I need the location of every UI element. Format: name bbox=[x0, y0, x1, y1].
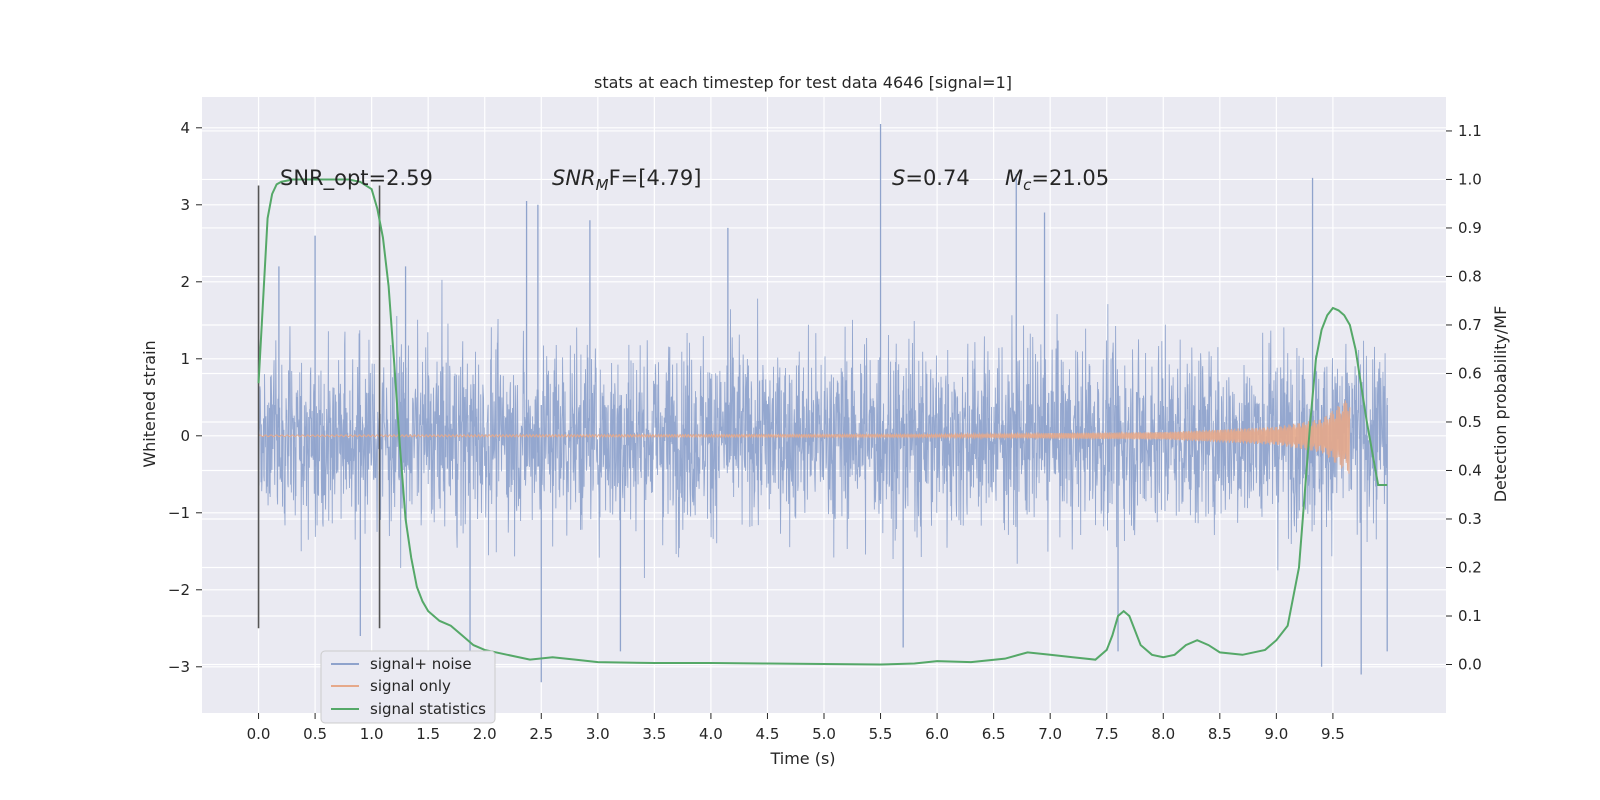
series-signal-only bbox=[258, 400, 1351, 474]
annotation-snr-mf-symbol: SNR bbox=[552, 166, 596, 190]
y-right-tick-label: 0.2 bbox=[1458, 558, 1482, 576]
annotation-s-value: =0.74 bbox=[905, 166, 969, 190]
x-tick-label: 6.0 bbox=[925, 725, 949, 743]
y-tick-label: 4 bbox=[180, 119, 190, 137]
y-tick-label: −1 bbox=[168, 504, 190, 522]
annotation-mc-subscript: c bbox=[1023, 176, 1032, 194]
y-tick-label: 0 bbox=[180, 427, 190, 445]
chart-title: stats at each timestep for test data 464… bbox=[594, 73, 1012, 92]
x-tick-label: 1.5 bbox=[416, 725, 440, 743]
x-axis-ticks: 0.0 0.5 1.0 1.5 2.0 2.5 3.0 3.5 4.0 4.5 5.0 5.5 6.0 6… bbox=[247, 713, 1345, 743]
annotation-s-symbol: S bbox=[892, 166, 905, 190]
signal-trace bbox=[258, 400, 1351, 474]
y-right-tick-label: 0.4 bbox=[1458, 461, 1482, 479]
x-tick-label: 2.5 bbox=[529, 725, 553, 743]
y-right-tick-label: 0.1 bbox=[1458, 607, 1482, 625]
y-right-tick-label: 1.0 bbox=[1458, 170, 1482, 188]
y-right-tick-label: 0.6 bbox=[1458, 364, 1482, 382]
annotation-mc-symbol: M bbox=[1005, 166, 1023, 190]
y-axis-label: Whitened strain bbox=[140, 340, 159, 467]
legend-label-signal-statistics: signal statistics bbox=[370, 700, 486, 718]
y-tick-label: 3 bbox=[180, 196, 190, 214]
x-tick-label: 0.0 bbox=[247, 725, 271, 743]
legend: signal+ noise signal only signal statist… bbox=[320, 650, 496, 724]
annotation-snr-mf: SNRMF=[4.79] bbox=[552, 166, 701, 194]
x-tick-label: 4.0 bbox=[699, 725, 723, 743]
legend-label-signal-noise: signal+ noise bbox=[370, 655, 472, 673]
y-right-tick-label: 1.1 bbox=[1458, 122, 1482, 140]
y-right-tick-label: 0.5 bbox=[1458, 413, 1482, 431]
x-tick-label: 6.5 bbox=[982, 725, 1006, 743]
x-tick-label: 8.5 bbox=[1208, 725, 1232, 743]
y-right-tick-label: 0.8 bbox=[1458, 267, 1482, 285]
y-tick-label: 2 bbox=[180, 273, 190, 291]
x-tick-label: 9.0 bbox=[1264, 725, 1288, 743]
y-right-tick-label: 0.0 bbox=[1458, 655, 1482, 673]
x-tick-label: 0.5 bbox=[303, 725, 327, 743]
x-tick-label: 1.0 bbox=[360, 725, 384, 743]
y-axis-ticks: 4 3 2 1 0 −1 −2 −3 bbox=[168, 119, 202, 676]
annotation-snr-mf-subscript: M bbox=[596, 176, 609, 194]
legend-label-signal-only: signal only bbox=[370, 677, 451, 695]
annotation-mc: Mc=21.05 bbox=[1005, 166, 1109, 194]
x-tick-label: 5.0 bbox=[812, 725, 836, 743]
vertical-markers bbox=[257, 185, 381, 629]
y-right-axis-label: Detection probability/MF bbox=[1491, 306, 1510, 503]
statistics-trace bbox=[257, 178, 1388, 666]
x-tick-label: 3.5 bbox=[642, 725, 666, 743]
series-signal-statistics bbox=[257, 178, 1388, 666]
y-right-tick-label: 0.7 bbox=[1458, 316, 1482, 334]
x-tick-label: 7.5 bbox=[1095, 725, 1119, 743]
x-tick-label: 5.5 bbox=[869, 725, 893, 743]
x-axis-label: Time (s) bbox=[769, 749, 835, 768]
y-tick-label: −3 bbox=[168, 658, 190, 676]
noise-trace bbox=[258, 279, 1388, 579]
annotation-s: S=0.74 bbox=[892, 166, 970, 190]
y-tick-label: −2 bbox=[168, 581, 190, 599]
x-tick-label: 3.0 bbox=[586, 725, 610, 743]
legend-box bbox=[320, 650, 496, 724]
y-right-tick-label: 0.3 bbox=[1458, 510, 1482, 528]
annotation-snr-mf-value: F=[4.79] bbox=[609, 166, 702, 190]
y-right-tick-label: 0.9 bbox=[1458, 219, 1482, 237]
x-tick-label: 2.0 bbox=[473, 725, 497, 743]
x-tick-label: 4.5 bbox=[756, 725, 780, 743]
annotation-mc-value: =21.05 bbox=[1031, 166, 1109, 190]
x-tick-label: 8.0 bbox=[1151, 725, 1175, 743]
x-tick-label: 7.0 bbox=[1038, 725, 1062, 743]
x-tick-label: 9.5 bbox=[1321, 725, 1345, 743]
y-right-axis-ticks: 1.1 1.0 0.9 0.8 0.7 0.6 0.5 0.4 0.3 0.2 0.1 0.0 bbox=[1446, 122, 1482, 673]
annotation-snr-opt: SNR_opt=2.59 bbox=[280, 166, 433, 191]
y-tick-label: 1 bbox=[180, 350, 190, 368]
